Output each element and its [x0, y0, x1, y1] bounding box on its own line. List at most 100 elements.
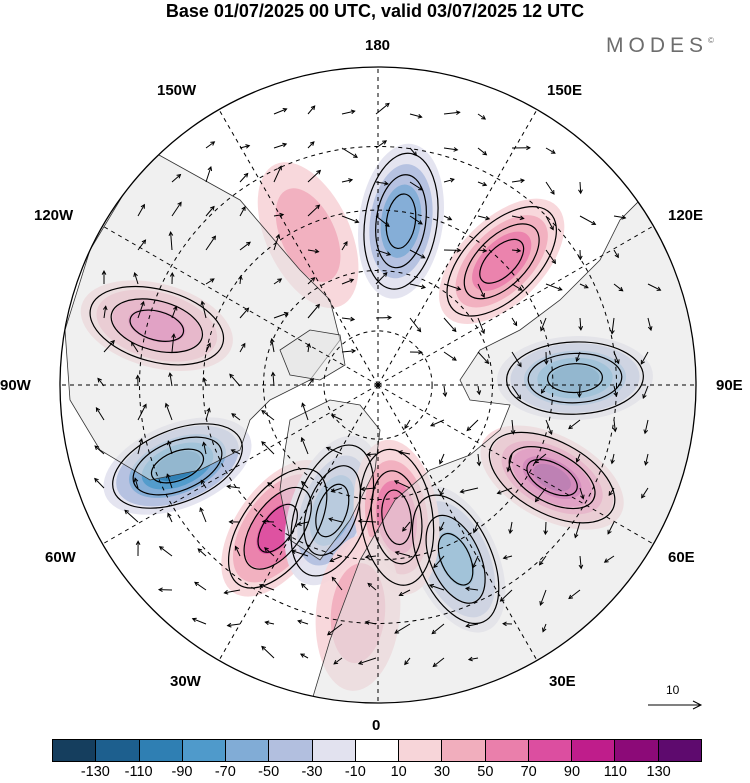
- wind-vector-head: [229, 373, 234, 379]
- wind-vector: [341, 179, 353, 183]
- wind-vector: [409, 215, 423, 225]
- wind-vector: [131, 341, 139, 353]
- streamline: [112, 423, 243, 509]
- wind-vector: [341, 215, 359, 223]
- wind-vector: [192, 618, 207, 625]
- wind-vector: [239, 307, 249, 319]
- wind-vector-head: [330, 488, 336, 493]
- wind-vector-head: [353, 153, 358, 158]
- streamline: [547, 363, 603, 394]
- wind-vector: [341, 241, 348, 251]
- wind-vector: [297, 620, 309, 625]
- lon-label-120w: 120W: [34, 207, 74, 224]
- wind-vector-head: [277, 278, 283, 283]
- wind-vector-head: [210, 141, 216, 146]
- lon-label-180: 180: [365, 37, 391, 54]
- wind-vector-head: [540, 326, 545, 332]
- streamline: [363, 152, 439, 290]
- wind-vector-head: [94, 477, 99, 483]
- wind-vector: [341, 317, 355, 320]
- wind-vector-head: [102, 305, 108, 311]
- wind-vector-head: [164, 402, 170, 408]
- wind-vector-head: [200, 300, 206, 306]
- wind-vector-head: [613, 391, 618, 398]
- wind-vector-head: [241, 342, 246, 348]
- wind-vector-head: [133, 477, 139, 483]
- wind-vector-head: [449, 177, 455, 183]
- wind-vector-head: [310, 105, 316, 111]
- anomaly-contour-fill: [275, 188, 341, 282]
- wind-vector-head: [315, 303, 320, 309]
- wind-vector-head: [386, 251, 392, 256]
- wind-vector-head: [261, 441, 266, 446]
- wind-vector: [265, 621, 275, 625]
- wind-vector: [647, 283, 661, 291]
- wind-vector-head: [95, 406, 101, 412]
- colorbar-cell: [268, 740, 312, 761]
- wind-vector: [507, 453, 513, 472]
- colorbar-tick-label: -110: [124, 764, 153, 780]
- streamline: [370, 470, 423, 565]
- meridian-line: [377, 225, 654, 386]
- wind-vector: [477, 181, 487, 186]
- wind-vector: [477, 113, 486, 120]
- colorbar-cell: [225, 740, 269, 761]
- wind-vector-head: [301, 402, 306, 408]
- wind-vector-head: [476, 461, 482, 467]
- wind-vector: [541, 385, 547, 394]
- wind-vector: [576, 351, 581, 362]
- wind-vector: [579, 317, 582, 330]
- wind-vector: [409, 147, 417, 156]
- wind-vector: [429, 584, 445, 591]
- colorbar-cell: [181, 740, 226, 761]
- wind-vector-head: [418, 349, 423, 355]
- wind-vector-head: [614, 253, 619, 259]
- wind-vector-head: [238, 274, 243, 280]
- wind-vector-head: [439, 459, 444, 465]
- wind-vector: [328, 518, 343, 523]
- streamline: [479, 238, 525, 284]
- wind-vector: [171, 174, 181, 183]
- lon-label-120e: 120E: [668, 207, 704, 224]
- wind-vector: [261, 441, 275, 455]
- wind-vector-head: [167, 440, 172, 446]
- wind-vector: [395, 551, 411, 557]
- wind-vector-head: [325, 446, 331, 451]
- wind-vector: [511, 419, 514, 434]
- wind-vector-head: [131, 341, 136, 347]
- wind-vector-head: [94, 445, 100, 451]
- wind-vector-head: [550, 189, 555, 195]
- streamline: [488, 431, 616, 524]
- wind-vector-head: [467, 656, 473, 662]
- wind-vector: [94, 478, 105, 489]
- wind-vector: [261, 646, 275, 659]
- north-america-landmass: [64, 149, 341, 481]
- colorbar-tick-label: 110: [603, 764, 627, 780]
- wind-vector: [239, 145, 250, 149]
- wind-vector: [611, 317, 615, 334]
- wind-vector: [465, 587, 479, 591]
- wind-vector-head: [142, 403, 147, 409]
- wind-vector: [259, 584, 275, 591]
- wind-vector: [579, 487, 584, 499]
- colorbar-tick-label: -90: [171, 764, 193, 780]
- wind-vector: [466, 623, 479, 627]
- wind-vector-head: [472, 528, 478, 534]
- wind-vector: [301, 403, 309, 421]
- streamline: [381, 489, 412, 546]
- wind-vector-head: [226, 622, 232, 628]
- wind-vector-head: [329, 557, 335, 563]
- wind-vector-head: [366, 451, 372, 457]
- wind-vector: [94, 445, 105, 455]
- wind-vector-head: [431, 629, 437, 635]
- streamline: [243, 486, 312, 570]
- colorbar-cell: [398, 740, 442, 761]
- colorbar-cell: [527, 740, 572, 761]
- wind-vector: [205, 166, 212, 183]
- wind-vector: [477, 351, 489, 364]
- colorbar-cell: [571, 740, 615, 761]
- wind-vector-head: [110, 339, 115, 345]
- anomaly-contour-fill: [380, 184, 422, 258]
- wind-vector-head: [226, 484, 232, 490]
- wind-vector-head: [439, 526, 444, 532]
